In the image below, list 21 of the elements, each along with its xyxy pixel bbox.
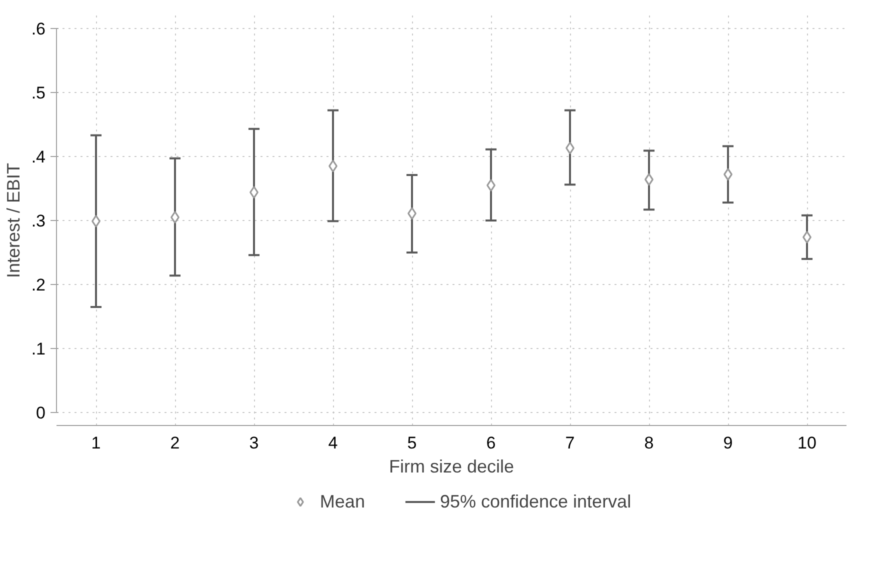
y-tick-label: .5 xyxy=(31,83,46,102)
x-tick-label: 2 xyxy=(170,434,180,452)
x-tick-label: 7 xyxy=(565,434,575,452)
legend-label: Mean xyxy=(320,491,365,512)
y-tick-label: .6 xyxy=(31,19,46,38)
y-tick-label: 0 xyxy=(36,404,46,423)
x-tick-label: 1 xyxy=(91,434,101,452)
y-tick-label: .1 xyxy=(31,340,46,359)
y-tick-label: .4 xyxy=(31,147,46,166)
x-tick-label: 8 xyxy=(644,434,654,452)
x-tick-label: 3 xyxy=(249,434,259,452)
y-tick-label: .3 xyxy=(31,212,46,230)
x-axis-title: Firm size decile xyxy=(388,456,514,476)
y-axis-title: Interest / EBIT xyxy=(3,162,24,278)
y-tick-label: .2 xyxy=(31,276,46,295)
x-tick-label: 4 xyxy=(328,434,338,452)
x-tick-label: 9 xyxy=(723,434,733,452)
x-tick-label: 10 xyxy=(798,434,816,452)
x-tick-label: 6 xyxy=(486,434,496,452)
x-tick-label: 5 xyxy=(407,434,417,452)
text: 95% confidence interval xyxy=(440,491,632,512)
